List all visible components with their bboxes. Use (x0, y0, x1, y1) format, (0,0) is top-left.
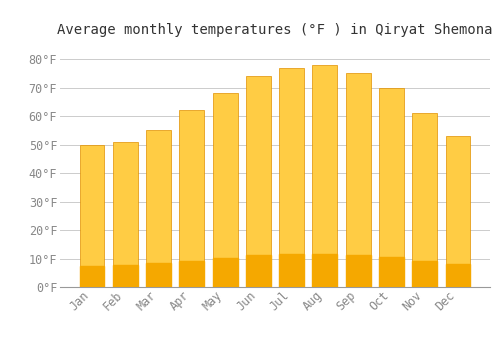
Bar (80, 145, 104, 287)
Bar (312, 65, 338, 287)
Bar (80, 266, 104, 287)
Bar (146, 264, 171, 287)
Bar (146, 130, 171, 287)
Bar (246, 256, 271, 287)
Bar (312, 254, 338, 287)
Bar (212, 93, 238, 287)
Bar (446, 136, 470, 287)
Bar (279, 254, 304, 287)
Bar (379, 88, 404, 287)
Bar (446, 264, 470, 287)
Bar (379, 257, 404, 287)
Title: Average monthly temperatures (°F ) in Qiryat Shemona: Average monthly temperatures (°F ) in Qi… (57, 23, 493, 37)
Bar (346, 255, 370, 287)
Bar (113, 265, 138, 287)
Bar (412, 113, 437, 287)
Bar (412, 261, 437, 287)
Bar (180, 110, 204, 287)
Bar (113, 142, 138, 287)
Bar (246, 76, 271, 287)
Bar (346, 74, 370, 287)
Bar (279, 68, 304, 287)
Bar (212, 258, 238, 287)
Bar (180, 260, 204, 287)
